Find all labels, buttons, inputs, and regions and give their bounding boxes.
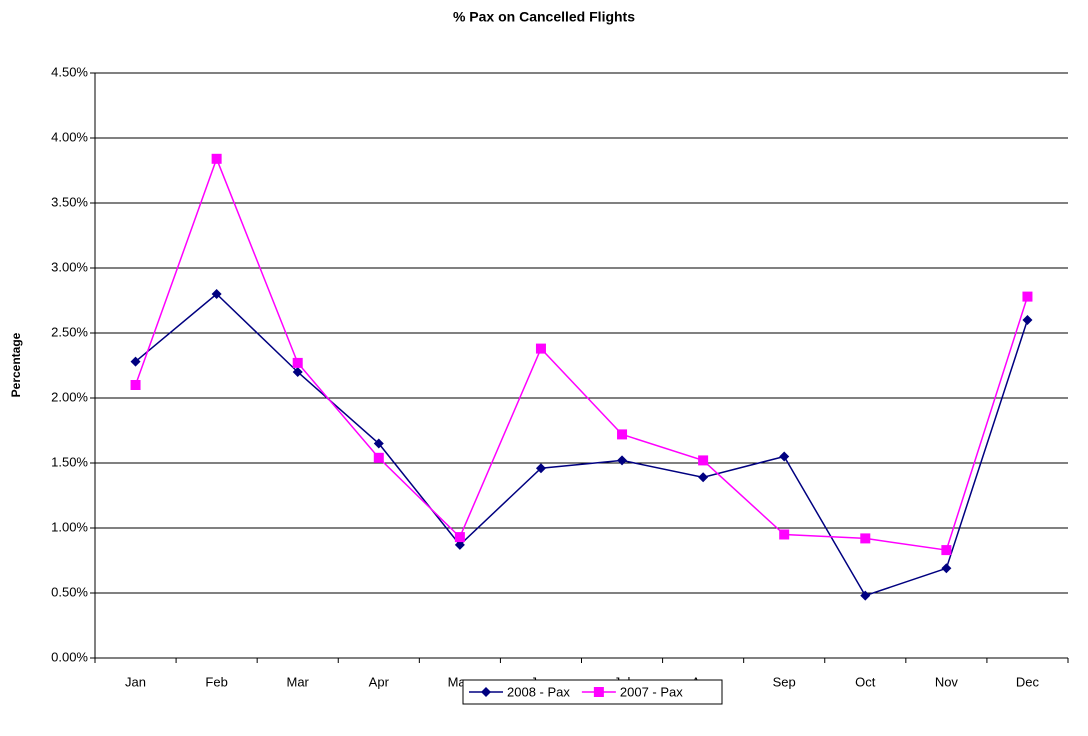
marker bbox=[941, 545, 952, 556]
marker bbox=[535, 463, 546, 474]
y-tick-label: 3.00% bbox=[51, 259, 88, 274]
x-tick-label: Oct bbox=[855, 674, 876, 689]
marker bbox=[1022, 291, 1033, 302]
x-tick-label: Jan bbox=[125, 674, 146, 689]
marker bbox=[130, 380, 141, 390]
marker bbox=[1022, 315, 1033, 325]
marker bbox=[373, 452, 384, 463]
x-tick-label: Mar bbox=[287, 674, 310, 689]
marker bbox=[373, 438, 384, 449]
marker bbox=[454, 532, 465, 543]
chart-title: % Pax on Cancelled Flights bbox=[453, 9, 635, 25]
y-tick-label: 2.50% bbox=[51, 324, 88, 339]
y-tick-label: 4.00% bbox=[51, 129, 88, 144]
marker bbox=[698, 455, 709, 466]
marker bbox=[698, 472, 709, 483]
marker bbox=[860, 590, 871, 601]
series-line bbox=[135, 292, 1029, 597]
y-tick-label: 4.50% bbox=[51, 64, 88, 79]
marker bbox=[860, 533, 871, 544]
y-tick-label: 1.00% bbox=[51, 519, 88, 534]
marker bbox=[617, 429, 628, 440]
marker bbox=[617, 455, 628, 466]
x-tick-label: Feb bbox=[205, 674, 227, 689]
x-tick-label: Dec bbox=[1016, 674, 1040, 689]
marker bbox=[779, 451, 790, 462]
marker bbox=[779, 529, 790, 540]
legend-label: 2007 - Pax bbox=[620, 684, 683, 699]
marker bbox=[211, 153, 222, 164]
marker bbox=[292, 367, 303, 377]
x-tick-label: Sep bbox=[773, 674, 796, 689]
x-tick-label: Apr bbox=[369, 674, 390, 689]
y-tick-label: 3.50% bbox=[51, 194, 88, 209]
legend-label: 2008 - Pax bbox=[507, 684, 570, 699]
marker bbox=[481, 687, 491, 697]
marker bbox=[593, 687, 604, 697]
y-axis-label: Percentage bbox=[9, 332, 23, 397]
marker bbox=[535, 343, 546, 354]
marker bbox=[454, 539, 465, 550]
marker bbox=[941, 563, 952, 574]
y-tick-label: 2.00% bbox=[51, 389, 88, 404]
series-line bbox=[134, 156, 1029, 551]
marker bbox=[211, 289, 222, 299]
marker bbox=[292, 357, 303, 368]
y-tick-label: 1.50% bbox=[51, 454, 88, 469]
y-tick-label: 0.50% bbox=[51, 584, 88, 599]
marker bbox=[130, 356, 141, 367]
x-tick-label: Nov bbox=[935, 674, 959, 689]
y-tick-label: 0.00% bbox=[51, 649, 88, 664]
